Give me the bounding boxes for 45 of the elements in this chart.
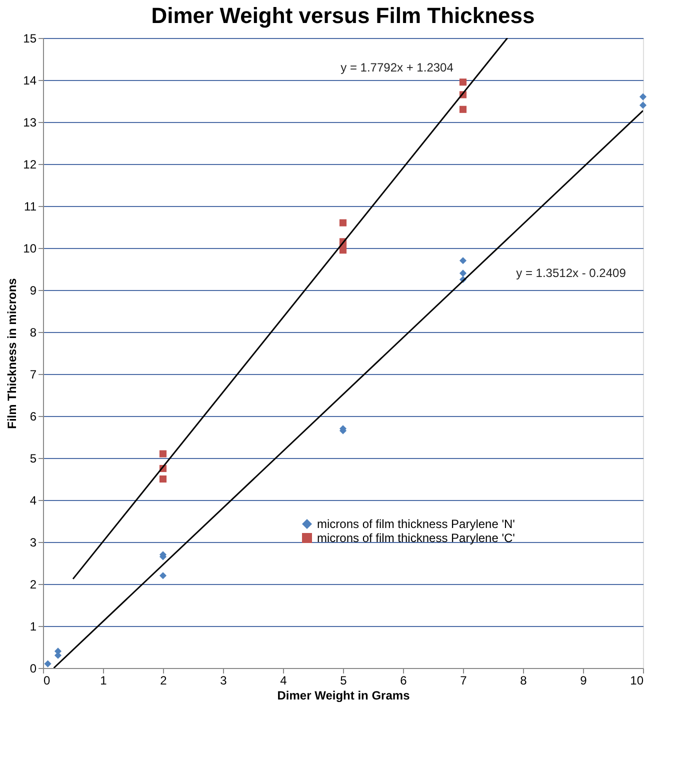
y-tick-label: 3 — [30, 536, 37, 550]
y-tick-label: 11 — [24, 200, 37, 214]
y-tick-label: 1 — [30, 620, 37, 634]
y-tick-label: 7 — [30, 368, 37, 382]
x-tick-label: 7 — [460, 674, 468, 688]
chart-title: Dimer Weight versus Film Thickness — [151, 3, 535, 28]
legend-label: microns of film thickness Parylene 'N' — [317, 517, 515, 531]
point — [159, 572, 167, 580]
x-tick-label: 3 — [220, 674, 228, 688]
y-tick-label: 10 — [23, 242, 37, 256]
y-tick-label: 15 — [23, 32, 37, 46]
x-tick-label: 10 — [630, 674, 644, 688]
legend-label: microns of film thickness Parylene 'C' — [317, 531, 515, 545]
y-tick-label: 8 — [30, 326, 37, 340]
annotation: y = 1.3512x - 0.2409 — [516, 266, 626, 280]
x-tick-label: 8 — [520, 674, 528, 688]
point — [159, 475, 167, 483]
x-tick-label: 2 — [160, 674, 168, 688]
x-tick-label: 0 — [44, 674, 50, 688]
point — [639, 102, 647, 109]
y-tick-label: 5 — [30, 452, 37, 466]
point — [44, 660, 52, 668]
y-tick-label: 0 — [30, 662, 37, 676]
point — [639, 93, 647, 100]
y-tick-label: 14 — [23, 74, 37, 88]
y-tick-label: 4 — [30, 494, 37, 508]
point — [459, 78, 467, 86]
point — [159, 450, 167, 458]
annotation: y = 1.7792x + 1.2304 — [340, 60, 454, 75]
point — [339, 219, 347, 226]
x-tick-label: 5 — [340, 674, 348, 688]
y-tick-label: 9 — [30, 284, 37, 298]
point — [459, 257, 467, 264]
y-axis-title: Film Thickness in microns — [5, 278, 20, 429]
y-tick-label: 6 — [30, 410, 37, 424]
y-tick-label: 13 — [23, 116, 37, 130]
x-tick-label: 9 — [580, 674, 588, 688]
x-axis-title: Dimer Weight in Grams — [277, 688, 410, 702]
x-tick-label: 4 — [280, 674, 288, 688]
y-tick-label: 2 — [30, 578, 37, 592]
point — [459, 106, 467, 113]
x-tick-label: 1 — [100, 674, 108, 688]
point — [459, 270, 467, 277]
x-tick-label: 6 — [400, 674, 408, 688]
y-tick-label: 12 — [23, 158, 37, 172]
